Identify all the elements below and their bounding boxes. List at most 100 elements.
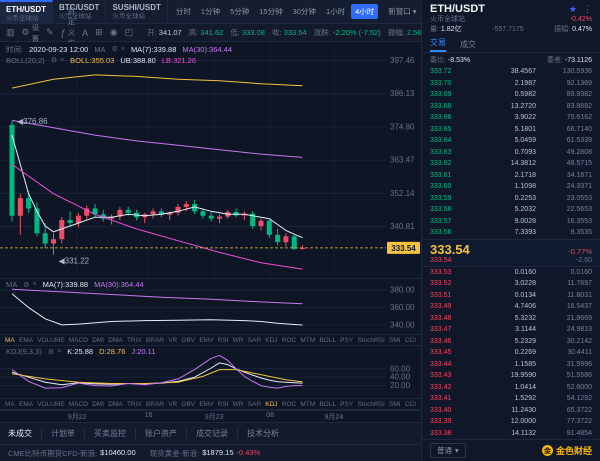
pane-close-icon[interactable]: × [60, 57, 65, 64]
ask-row[interactable]: 333.69 0.5982 89.9382 [430, 89, 592, 101]
ask-row[interactable]: 333.68 13.2720 83.8882 [430, 101, 592, 113]
ask-row[interactable]: 333.56 7.3393 8.3535 [430, 227, 592, 239]
favorite-star-icon[interactable]: ★ [568, 3, 577, 14]
indicator-tab-kdj[interactable]: KDJ [265, 336, 278, 344]
bid-row[interactable]: 333.39 12.0000 77.3722 [430, 416, 592, 428]
indicator-tab-ma[interactable]: MA [5, 400, 15, 408]
interval-tab[interactable]: 5分钟 [230, 7, 250, 16]
bid-row[interactable]: 333.53 0.0160 0.0160 [430, 267, 592, 279]
pane-settings-icon[interactable]: ⚙ [50, 57, 58, 64]
indicator-tab-vr[interactable]: VR [168, 400, 178, 408]
indicator-tab-volume[interactable]: VOLUME [37, 336, 65, 344]
indicator-tab-boll[interactable]: BOLL [319, 400, 336, 408]
ask-row[interactable]: 333.72 38.4567 130.5936 [430, 66, 592, 78]
pane-close-icon[interactable]: × [32, 280, 37, 288]
bid-row[interactable]: 333.42 1.0414 52.6000 [430, 382, 592, 394]
indicator-tab-mtm[interactable]: MTM [300, 400, 316, 408]
bottom-tab[interactable]: 计划单 [42, 428, 85, 439]
orderbook-tab-交易[interactable]: 交易 [430, 37, 446, 52]
indicator-tab-sar[interactable]: SAR [247, 336, 262, 344]
ask-row[interactable]: 333.58 5.2032 22.5653 [430, 204, 592, 216]
ask-row[interactable]: 333.60 1.1098 24.3371 [430, 181, 592, 193]
pane-close-icon[interactable]: × [57, 347, 62, 355]
indicator-tab-brar[interactable]: BRAR [145, 336, 164, 344]
ask-row[interactable]: 333.65 5.1801 66.7140 [430, 124, 592, 136]
bottom-tab[interactable]: 成交记录 [187, 428, 238, 439]
bottom-tab[interactable]: 技术分析 [247, 429, 279, 438]
bid-row[interactable]: 333.49 4.7406 16.5437 [430, 301, 592, 313]
interval-tab[interactable]: 1小时 [325, 7, 346, 16]
indicator-tab-sar[interactable]: SAR [247, 400, 262, 408]
interval-tab[interactable]: 1分钟 [200, 7, 221, 16]
bid-row[interactable]: 333.38 14.1132 91.4854 [430, 428, 592, 440]
bid-row[interactable]: 333.51 0.0134 11.8031 [430, 290, 592, 302]
more-menu-icon[interactable]: ⋮ [583, 3, 592, 14]
indicator-tab-smi[interactable]: SMI [389, 400, 401, 408]
indicator-tab-trix[interactable]: TRIX [126, 400, 142, 408]
indicator-tab-cci[interactable]: CCI [404, 400, 416, 408]
indicator-tab-rsi[interactable]: RSI [217, 400, 229, 408]
indicator-tab-obv[interactable]: OBV [181, 400, 196, 408]
ask-row[interactable]: 333.57 9.0028 16.3553 [430, 216, 592, 228]
indicator-tab-psy[interactable]: PSY [340, 336, 354, 344]
settings-button[interactable]: ⚙ 设置 [22, 22, 40, 44]
indicator-tab-dmi[interactable]: DMI [92, 336, 105, 344]
indicator-tab-rsi[interactable]: RSI [217, 336, 229, 344]
bid-row[interactable]: 333.46 5.2329 30.2142 [430, 336, 592, 348]
bid-row[interactable]: 333.44 1.1585 31.5996 [430, 359, 592, 371]
indicator-tab-dmi[interactable]: DMI [92, 400, 105, 408]
indicator-tab-smi[interactable]: SMI [389, 336, 401, 344]
indicator-tab-stochrsi[interactable]: StochRSI [357, 400, 385, 408]
pane-settings-icon[interactable]: ⚙ [47, 348, 55, 356]
depth-mode-select[interactable]: 普通 ▾ [430, 443, 466, 458]
grid-layout-button[interactable]: ⊞ [95, 27, 103, 38]
indicator-tab-dma[interactable]: DMA [108, 400, 123, 408]
bid-row[interactable]: 333.45 0.2269 30.4411 [430, 347, 592, 359]
bottom-tab[interactable]: 买卖监控 [85, 428, 136, 439]
pair-tab[interactable]: BTC/USDT 火币全球站 [53, 0, 107, 23]
interval-tab[interactable]: 30分钟 [292, 7, 316, 16]
indicator-tab-stochrsi[interactable]: StochRSI [357, 336, 385, 344]
interval-tab[interactable]: 15分钟 [259, 7, 283, 16]
indicator-tab-roc[interactable]: ROC [281, 400, 297, 408]
indicator-tab-wr[interactable]: WR [232, 400, 244, 408]
indicator-tab-emv[interactable]: EMV [199, 400, 214, 408]
ask-row[interactable]: 333.64 5.0459 61.5339 [430, 135, 592, 147]
indicator-tab-dma[interactable]: DMA [108, 336, 123, 344]
bid-row[interactable]: 333.47 3.1144 24.9813 [430, 324, 592, 336]
indicator-tab-mtm[interactable]: MTM [300, 336, 316, 344]
ask-row[interactable]: 333.63 0.7093 49.2808 [430, 147, 592, 159]
bid-row[interactable]: 333.40 11.2430 65.3722 [430, 405, 592, 417]
indicator-tab-wr[interactable]: WR [232, 336, 244, 344]
pane-settings-icon[interactable]: ⚙ [111, 46, 118, 53]
orderbook-tab-成交[interactable]: 成交 [460, 40, 476, 49]
indicator-tab-roc[interactable]: ROC [281, 336, 297, 344]
pane-close-icon[interactable]: × [120, 46, 125, 53]
indicator-tab-ema[interactable]: EMA [18, 400, 34, 408]
pair-tab[interactable]: ETH/USDT 火币全球站 [0, 0, 53, 23]
bottom-tab[interactable]: 账户资产 [136, 428, 187, 439]
indicator-tab-brar[interactable]: BRAR [145, 400, 164, 408]
indicator-tab-kdj[interactable]: KDJ [265, 400, 278, 408]
pair-tab[interactable]: SUSHI/USDT 火币全球站 [106, 0, 168, 23]
bid-row[interactable]: 333.41 1.5292 54.1292 [430, 393, 592, 405]
indicator-tab-ema[interactable]: EMA [18, 336, 34, 344]
text-annotation-button[interactable]: A [82, 28, 88, 38]
pane-settings-icon[interactable]: ⚙ [23, 281, 30, 289]
ask-row[interactable]: 333.61 2.1718 34.1871 [430, 170, 592, 182]
indicator-tab-macd[interactable]: MACD [68, 400, 88, 408]
ask-row[interactable]: 333.62 14.3812 48.5715 [430, 158, 592, 170]
bottom-tab[interactable]: 未成交 [8, 428, 42, 439]
indicator-tab-vr[interactable]: VR [168, 336, 178, 344]
indicator-tab-obv[interactable]: OBV [181, 336, 196, 344]
chart-type-button[interactable]: ▥ [6, 27, 15, 38]
indicator-tab-boll[interactable]: BOLL [319, 336, 336, 344]
bid-row[interactable]: 333.52 3.0228 11.7897 [430, 278, 592, 290]
interval-tab[interactable]: 分时 [175, 7, 191, 16]
indicator-tab-ma[interactable]: MA [5, 336, 15, 344]
indicator-tab-macd[interactable]: MACD [68, 336, 88, 344]
ask-row[interactable]: 333.66 3.9022 70.6162 [430, 112, 592, 124]
fullscreen-button[interactable]: ◰ [125, 27, 134, 38]
interval-tab[interactable]: 4小时 [351, 4, 379, 19]
screenshot-button[interactable]: ◉ [110, 27, 118, 38]
